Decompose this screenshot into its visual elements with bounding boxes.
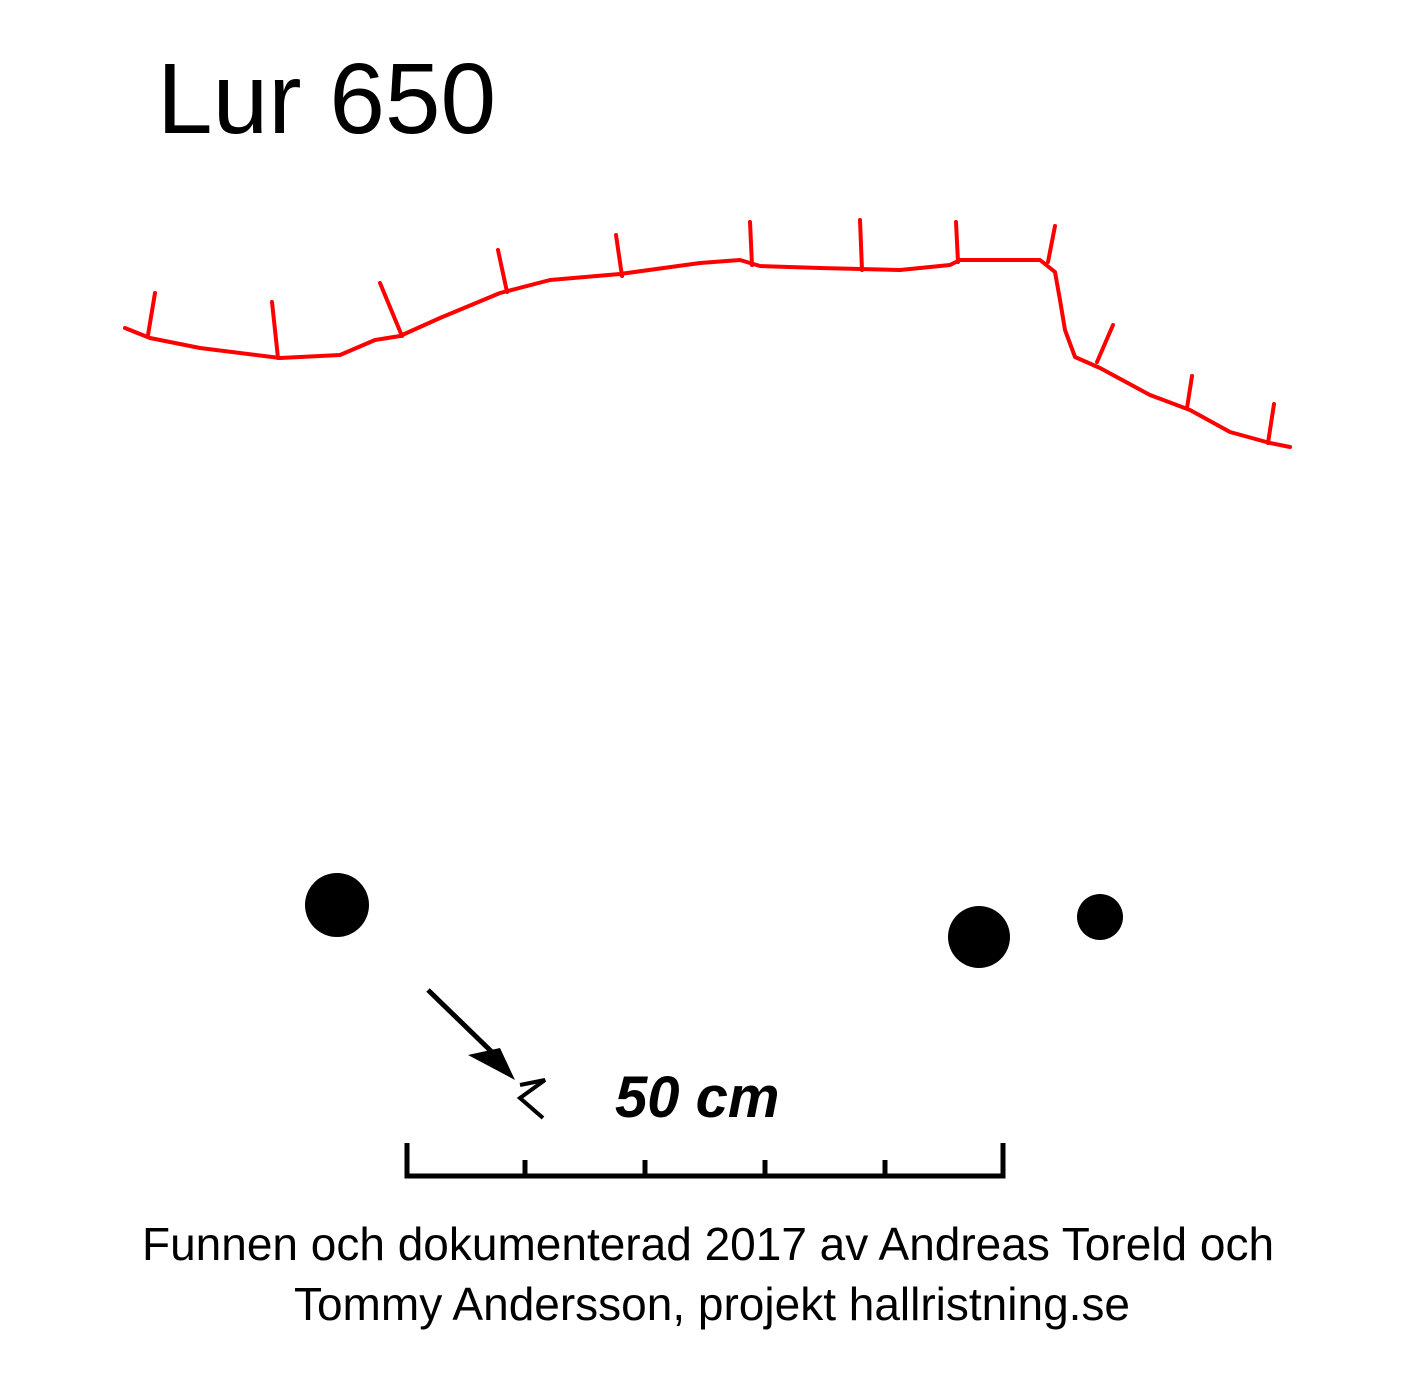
north-arrow [426,988,547,1120]
arrow-head [468,1048,515,1080]
caption-line: Tommy Andersson, projekt hallristning.se [294,1278,1130,1330]
cupmarks [305,873,1123,968]
arrow-shaft [426,988,497,1057]
carving-ticks [146,218,1276,445]
cupmark [948,906,1010,968]
north-letter [516,1078,547,1120]
caption-line: Funnen och dokumenterad 2017 av Andreas … [142,1218,1274,1270]
scale-bar [404,1143,1006,1179]
cupmark [1077,894,1123,940]
scale-label: 50 cm [615,1065,779,1130]
title: Lur 650 [157,43,496,155]
cupmark [305,873,369,937]
carving-line [123,258,1292,449]
scale-bar-lines [404,1143,1006,1179]
carving [123,218,1292,449]
